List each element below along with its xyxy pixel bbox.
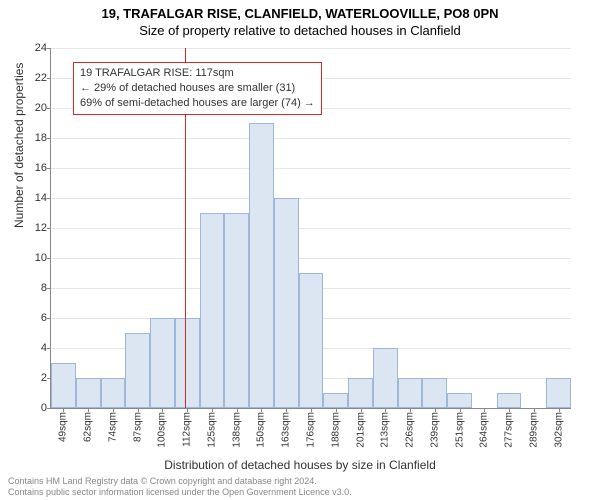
ytick-mark — [47, 138, 51, 139]
annotation-line: 19 TRAFALGAR RISE: 117sqm — [80, 66, 315, 81]
ytick-mark — [47, 228, 51, 229]
ytick-label: 6 — [21, 312, 47, 324]
ytick-mark — [47, 408, 51, 409]
title-main: 19, TRAFALGAR RISE, CLANFIELD, WATERLOOV… — [0, 0, 600, 21]
ytick-label: 8 — [21, 282, 47, 294]
xtick-label: 239sqm — [429, 412, 440, 448]
histogram-bar — [51, 363, 76, 408]
xtick-label: 264sqm — [479, 412, 490, 448]
title-sub: Size of property relative to detached ho… — [0, 21, 600, 38]
xtick-label: 150sqm — [256, 412, 267, 448]
annotation-box: 19 TRAFALGAR RISE: 117sqm← 29% of detach… — [73, 62, 322, 115]
ytick-label: 0 — [21, 402, 47, 414]
ytick-mark — [47, 288, 51, 289]
histogram-bar — [398, 378, 423, 408]
xtick-label: 213sqm — [380, 412, 391, 448]
histogram-bar — [224, 213, 249, 408]
histogram-bar — [125, 333, 150, 408]
xtick-label: 112sqm — [182, 412, 193, 447]
gridline — [51, 198, 571, 199]
gridline — [51, 48, 571, 49]
footer-line-1: Contains HM Land Registry data © Crown c… — [8, 476, 352, 487]
histogram-bar — [299, 273, 324, 408]
xtick-label: 188sqm — [330, 412, 341, 448]
histogram-bar — [175, 318, 200, 408]
histogram-bar — [76, 378, 101, 408]
ytick-label: 4 — [21, 342, 47, 354]
histogram-bar — [274, 198, 299, 408]
xtick-label: 302sqm — [553, 412, 564, 448]
ytick-mark — [47, 348, 51, 349]
xtick-label: 201sqm — [355, 412, 366, 448]
xtick-label: 125sqm — [206, 412, 217, 448]
histogram-plot: 02468101214161820222449sqm62sqm74sqm87sq… — [50, 48, 571, 409]
histogram-bar — [249, 123, 274, 408]
xtick-label: 74sqm — [107, 412, 118, 442]
gridline — [51, 258, 571, 259]
histogram-bar — [497, 393, 522, 408]
xtick-label: 251sqm — [454, 412, 465, 448]
ytick-label: 10 — [21, 252, 47, 264]
ytick-label: 12 — [21, 222, 47, 234]
xtick-label: 289sqm — [528, 412, 539, 448]
chart-area: 02468101214161820222449sqm62sqm74sqm87sq… — [50, 48, 570, 408]
ytick-mark — [47, 108, 51, 109]
xtick-label: 100sqm — [157, 412, 168, 448]
ytick-label: 20 — [21, 102, 47, 114]
gridline — [51, 168, 571, 169]
ytick-mark — [47, 318, 51, 319]
ytick-mark — [47, 258, 51, 259]
xtick-label: 277sqm — [504, 412, 515, 448]
ytick-label: 2 — [21, 372, 47, 384]
xtick-label: 226sqm — [405, 412, 416, 448]
histogram-bar — [101, 378, 126, 408]
histogram-bar — [323, 393, 348, 408]
xtick-label: 138sqm — [231, 412, 242, 448]
xtick-label: 62sqm — [83, 412, 94, 442]
histogram-bar — [373, 348, 398, 408]
ytick-label: 18 — [21, 132, 47, 144]
histogram-bar — [546, 378, 571, 408]
xtick-label: 49sqm — [58, 412, 69, 442]
xtick-label: 87sqm — [132, 412, 143, 442]
histogram-bar — [348, 378, 373, 408]
ytick-mark — [47, 48, 51, 49]
gridline — [51, 228, 571, 229]
ytick-label: 22 — [21, 72, 47, 84]
ytick-label: 16 — [21, 162, 47, 174]
x-axis-label: Distribution of detached houses by size … — [0, 458, 600, 472]
gridline — [51, 138, 571, 139]
footer-line-2: Contains public sector information licen… — [8, 487, 352, 498]
footer-attribution: Contains HM Land Registry data © Crown c… — [8, 476, 352, 498]
annotation-line: ← 29% of detached houses are smaller (31… — [80, 81, 315, 96]
histogram-bar — [150, 318, 175, 408]
ytick-mark — [47, 168, 51, 169]
ytick-label: 14 — [21, 192, 47, 204]
ytick-mark — [47, 78, 51, 79]
xtick-label: 176sqm — [306, 412, 317, 448]
xtick-label: 163sqm — [281, 412, 292, 448]
histogram-bar — [422, 378, 447, 408]
annotation-line: 69% of semi-detached houses are larger (… — [80, 96, 315, 111]
ytick-label: 24 — [21, 42, 47, 54]
histogram-bar — [200, 213, 225, 408]
ytick-mark — [47, 198, 51, 199]
histogram-bar — [447, 393, 472, 408]
